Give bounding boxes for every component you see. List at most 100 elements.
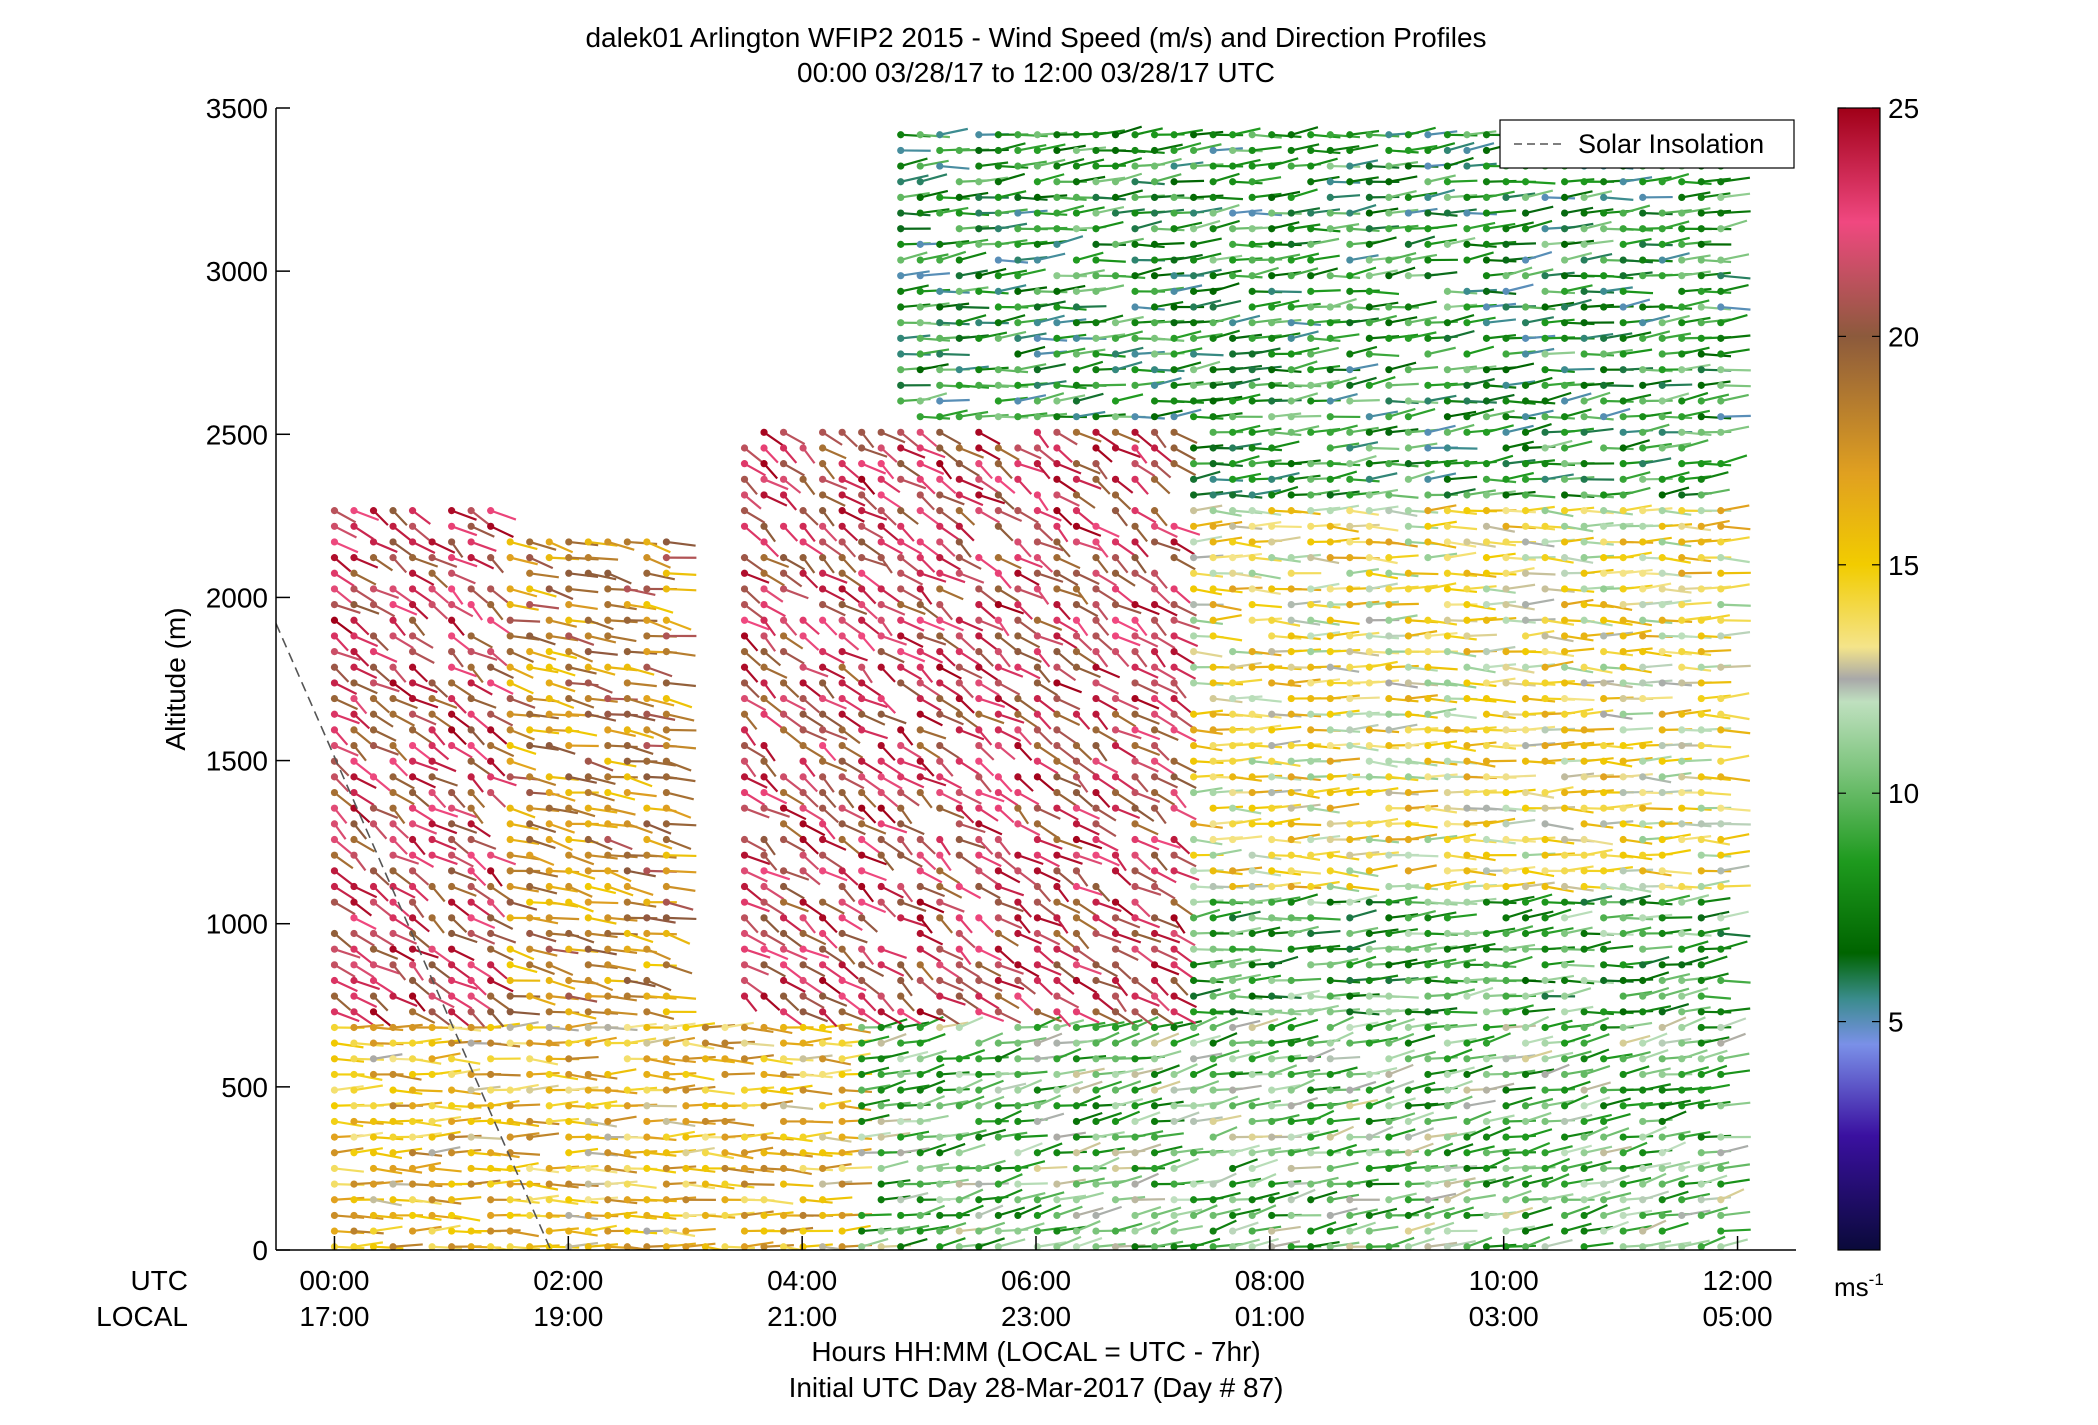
- wind-barb-shaft: [939, 963, 960, 979]
- wind-barb-shaft: [998, 190, 1027, 199]
- wind-barb-head: [1170, 1102, 1178, 1110]
- wind-barb-head: [819, 1164, 827, 1173]
- wind-barb-head: [1111, 867, 1120, 875]
- wind-barb-head: [779, 632, 788, 640]
- wind-barb-head: [819, 1133, 827, 1141]
- wind-barb-shaft: [1115, 431, 1140, 444]
- wind-barb-shaft: [685, 1022, 716, 1029]
- wind-barb-head: [994, 1086, 1002, 1094]
- wind-barb-shaft: [1232, 472, 1262, 481]
- wind-barb-shaft: [1193, 299, 1222, 309]
- wind-barb-head: [584, 1149, 592, 1157]
- wind-barb-head: [1268, 929, 1276, 938]
- wind-barb-head: [526, 569, 534, 577]
- wind-barb-head: [760, 757, 768, 765]
- wind-barb-head: [428, 882, 436, 891]
- wind-barb-head: [448, 835, 456, 844]
- wind-barb-head: [936, 601, 944, 609]
- wind-barb-shaft: [802, 541, 824, 556]
- wind-barb-shaft: [607, 1180, 638, 1186]
- wind-barb-head: [1111, 945, 1120, 953]
- wind-barb-shaft: [1095, 963, 1118, 978]
- wind-barb-head: [838, 554, 846, 562]
- wind-barb-head: [1014, 209, 1022, 217]
- wind-barb-head: [408, 1196, 417, 1204]
- wind-barb-head: [858, 663, 866, 671]
- wind-barb-head: [877, 507, 885, 515]
- wind-barb-shaft: [997, 447, 1020, 461]
- wind-barb-shaft: [1056, 932, 1075, 948]
- wind-barb-head: [662, 1070, 671, 1079]
- wind-barb-head: [1053, 835, 1061, 844]
- wind-barb-shaft: [392, 682, 412, 698]
- wind-barb-shaft: [744, 619, 770, 631]
- wind-barb-head: [448, 616, 456, 624]
- wind-barb-head: [1150, 397, 1159, 405]
- wind-barb-head: [448, 1008, 456, 1016]
- wind-barb-shaft: [1056, 556, 1081, 570]
- wind-barb-shaft: [997, 588, 1020, 603]
- wind-barb-head: [330, 992, 339, 1000]
- wind-barb-shaft: [1017, 509, 1039, 524]
- wind-barb-head: [975, 475, 983, 483]
- wind-barb-head: [721, 1039, 729, 1047]
- wind-barb-head: [1209, 804, 1217, 812]
- wind-barb-shaft: [822, 603, 846, 617]
- wind-barb-head: [877, 961, 885, 969]
- wind-barb-head: [1190, 1117, 1198, 1126]
- wind-barb-shaft: [1193, 681, 1224, 687]
- wind-barb-shaft: [627, 979, 656, 988]
- wind-barb-head: [1111, 1149, 1120, 1157]
- wind-barb-head: [936, 131, 944, 139]
- wind-barb-head: [487, 1227, 495, 1235]
- wind-barb-head: [1131, 1180, 1139, 1188]
- wind-barb-head: [1268, 444, 1276, 452]
- wind-barb-shaft: [821, 963, 842, 979]
- wind-barb-shaft: [1232, 755, 1262, 763]
- wind-barb-head: [1287, 1117, 1295, 1126]
- wind-barb-head: [779, 710, 788, 718]
- wind-barb-shaft: [607, 1198, 638, 1205]
- wind-barb-shaft: [334, 650, 361, 661]
- wind-barb-shaft: [1056, 333, 1087, 340]
- wind-barb-head: [408, 788, 417, 797]
- wind-barb-shaft: [607, 791, 636, 801]
- wind-barb-head: [1229, 350, 1237, 358]
- wind-barb-head: [975, 272, 983, 280]
- wind-barb-head: [1131, 1243, 1139, 1250]
- wind-barb-head: [408, 992, 417, 1000]
- wind-barb-shaft: [978, 267, 1007, 277]
- wind-barb-head: [779, 961, 788, 969]
- wind-barb-head: [1014, 632, 1022, 640]
- wind-barb-head: [916, 1086, 924, 1094]
- wind-barb-shaft: [431, 760, 457, 773]
- wind-barb-shaft: [1193, 760, 1224, 765]
- wind-barb-shaft: [1154, 681, 1178, 695]
- wind-barb-head: [467, 1164, 475, 1173]
- wind-barb-shaft: [392, 869, 412, 886]
- wind-barb-head: [1170, 146, 1178, 155]
- wind-barb-head: [487, 757, 495, 765]
- wind-barb-head: [1229, 647, 1237, 656]
- wind-barb-head: [994, 1211, 1002, 1220]
- wind-barb-shaft: [900, 556, 919, 572]
- wind-barb-shaft: [529, 1167, 560, 1174]
- wind-barb-shaft: [880, 1018, 908, 1029]
- wind-barb-head: [955, 1180, 963, 1188]
- wind-barb-shaft: [1056, 728, 1077, 744]
- wind-barb-head: [408, 1102, 417, 1110]
- wind-barb-head: [1092, 444, 1100, 452]
- wind-barb-head: [1268, 522, 1276, 530]
- wind-barb-shaft: [333, 791, 353, 808]
- wind-barb-shaft: [782, 916, 802, 933]
- wind-barb-head: [1033, 193, 1042, 202]
- wind-barb-head: [1014, 444, 1022, 452]
- wind-barb-head: [975, 601, 983, 609]
- wind-barb-head: [448, 585, 456, 593]
- wind-barb-shaft: [588, 885, 617, 895]
- wind-barb-shaft: [1232, 995, 1263, 1000]
- wind-barb-head: [408, 663, 417, 671]
- wind-barb-head: [740, 882, 749, 891]
- wind-barb-head: [897, 773, 905, 781]
- wind-barb-shaft: [1017, 713, 1038, 728]
